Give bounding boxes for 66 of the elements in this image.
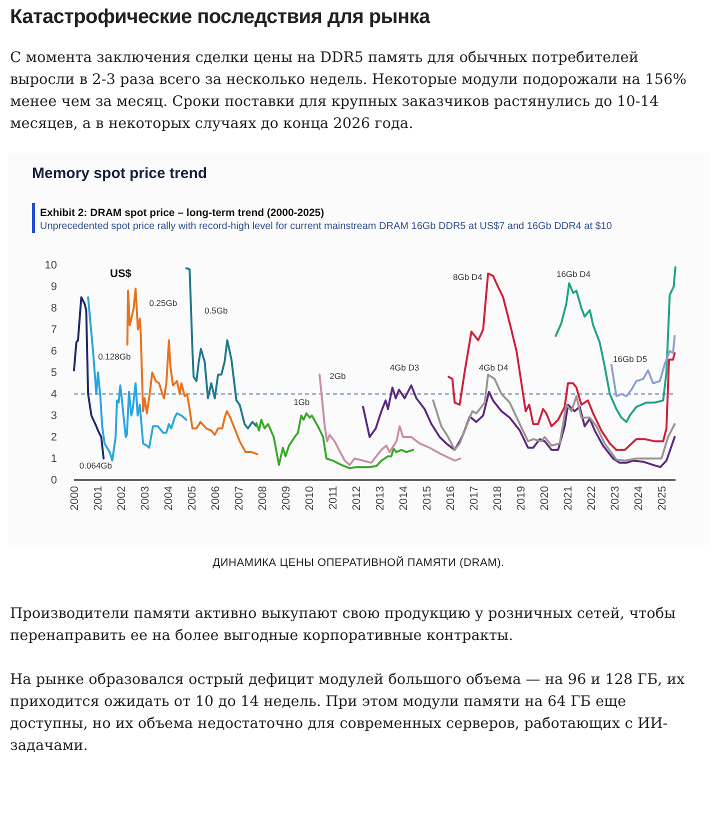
y-tick-label: 6 — [50, 346, 57, 358]
x-tick-label: 2006 — [210, 486, 222, 510]
series-label: 0.25Gb — [149, 298, 178, 308]
x-tick-label: 2005 — [186, 486, 198, 510]
line-series — [255, 412, 414, 470]
x-tick-label: 2001 — [92, 486, 104, 510]
x-tick-label: 2003 — [139, 486, 152, 510]
series-label: 16Gb D5 — [613, 354, 648, 364]
series-label: 0.064Gb — [79, 460, 112, 470]
text: С момента заключения сделки цены на DDR5 память для обычных потребителей выросли в 2-3 раза всего за несколько недель. Некоторые модули подорожали на 156% менее чем за месяц. Сроки поставки для крупных заказчиков растянулись до 10-14 месяцев, а в некоторых случаях до конца 2026 года. — [10, 49, 688, 134]
y-tick-label: 1 — [50, 453, 57, 466]
line-series — [432, 374, 676, 462]
x-tick-label: 2015 — [421, 486, 434, 510]
text: Производители памяти активно выкупают свою продукцию у розничных сетей, чтобы перенаправить ее на более выгодные корпоративные контракты. — [10, 605, 677, 646]
y-tick-label: 8 — [50, 302, 57, 315]
line-series — [554, 266, 676, 423]
line-series — [318, 374, 462, 466]
chart-title: Exhibit 2: DRAM spot price – long-term trend (2000-2025) — [40, 207, 324, 219]
line-series — [610, 334, 676, 398]
x-tick-label: 2018 — [492, 486, 504, 510]
series-label: 4Gb D3 — [390, 362, 420, 372]
series-label: 1Gb — [294, 396, 310, 407]
y-tick-label: 7 — [50, 324, 57, 336]
x-tick-label: 2013 — [374, 486, 386, 510]
x-tick-label: 2011 — [327, 486, 340, 510]
x-tick-label: 2017 — [468, 486, 480, 510]
y-tick-label: 5 — [50, 367, 57, 380]
series-label: 16Gb D4 — [556, 268, 591, 279]
y-tick-label: 2 — [50, 432, 57, 444]
series-label: 0.128Gb — [98, 352, 131, 362]
y-tick-label: 4 — [50, 388, 57, 401]
y-tick-label: 3 — [50, 410, 57, 422]
x-tick-label: 2014 — [398, 486, 410, 510]
series-label: 8Gb D4 — [453, 272, 483, 282]
x-tick-label: 2025 — [656, 486, 668, 510]
x-tick-label: 2024 — [632, 486, 645, 510]
line-series — [448, 272, 676, 451]
x-tick-label: 2008 — [256, 486, 269, 510]
series-label: 2Gb — [330, 370, 346, 381]
x-tick-label: 2012 — [350, 486, 363, 510]
y-tick-label: 10 — [44, 260, 57, 272]
x-tick-label: 2016 — [444, 486, 457, 510]
x-tick-label: 2023 — [609, 486, 622, 510]
chart-subtitle: Unprecedented spot price rally with record-high level for current mainstream DRAM 16Gb DDR5 at US$7 and 16Gb DDR4 at $10 — [40, 221, 612, 232]
x-tick-label: 2002 — [116, 486, 128, 510]
line-series — [185, 267, 258, 430]
x-tick-label: 2010 — [304, 486, 316, 510]
text: На рынке образовался острый дефицит модулей большого объема — на 96 и 128 ГБ, их приходится ожидать от 10 до 14 недель. При этом модули памяти на 64 ГБ еще доступны, но их объема недостаточно для современных серверов, работающих с ИИ-задачами. — [10, 671, 686, 756]
x-tick-label: 2009 — [280, 486, 292, 510]
x-tick-label: 2000 — [68, 486, 81, 510]
x-tick-label: 2022 — [586, 486, 598, 510]
x-tick-label: 2007 — [233, 486, 246, 510]
x-tick-label: 2021 — [562, 486, 574, 510]
series-label: 4Gb D4 — [478, 362, 508, 372]
text: Memory spot price trend — [32, 165, 208, 182]
line-series — [87, 296, 188, 462]
x-tick-label: 2004 — [162, 486, 175, 510]
text: Катастрофические последствия для рынка — [10, 6, 432, 29]
series-label: 0.5Gb — [204, 305, 228, 316]
line-series — [362, 384, 676, 468]
text: ДИНАМИКА ЦЕНЫ ОПЕРАТИВНОЙ ПАМЯТИ (DRAM). — [212, 557, 506, 569]
x-tick-label: 2020 — [538, 486, 551, 510]
x-tick-label: 2019 — [515, 486, 528, 510]
y-tick-label: 9 — [50, 281, 57, 294]
y-axis-title: US$ — [110, 268, 132, 280]
y-tick-label: 0 — [50, 474, 57, 487]
